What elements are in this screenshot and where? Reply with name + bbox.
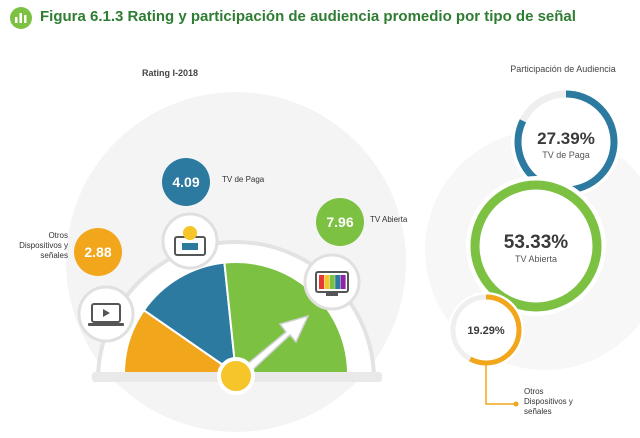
share-category-tv-abierta: TV Abierta: [515, 254, 557, 264]
satellite-tv-icon: [161, 212, 219, 270]
laptop-icon: [77, 285, 135, 343]
share-disc-tv-abierta: [466, 176, 606, 316]
share-arc-tv-abierta: [470, 180, 602, 312]
value-bubble-otros-dispositivos-y-senales: [74, 228, 122, 276]
share-value-otros-dispositivos-y-senales: 19.29%: [467, 325, 505, 337]
value-label-tv-abierta: 7.96: [326, 214, 353, 230]
share-category-otros-dispositivos-y-senales: Dispositivos y: [524, 397, 573, 406]
figure-title: Figura 6.1.3 Rating y participación de a…: [40, 8, 576, 25]
value-bubble-tv-abierta: [316, 198, 364, 246]
tv-test-pattern-icon: [303, 253, 361, 311]
share-category-otros-dispositivos-y-senales: señales: [524, 407, 552, 416]
chart-icon: [10, 7, 32, 29]
share-value-tv-abierta: 53.33%: [504, 232, 569, 253]
value-label-tv-de-paga: 4.09: [172, 174, 199, 190]
gauge-hub: [217, 357, 255, 395]
otros-connector-dot: [513, 401, 519, 407]
share-panel-title: Participación de Audiencia: [510, 64, 616, 74]
category-label-otros-dispositivos-y-senales: Dispositivos y: [19, 241, 68, 250]
share-category-otros-dispositivos-y-senales: Otros: [524, 387, 544, 396]
value-label-otros-dispositivos-y-senales: 2.88: [84, 244, 111, 260]
share-value-tv-de-paga: 27.39%: [537, 129, 595, 148]
otros-connector-line: [485, 363, 516, 405]
rating-panel-title: Rating I-2018: [142, 68, 198, 78]
share-disc-otros-dispositivos-y-senales: [448, 292, 524, 368]
gauge-segment-tv-de-paga: [142, 261, 238, 377]
share-category-tv-de-paga: TV de Paga: [542, 150, 590, 160]
share-disc-tv-de-paga: [511, 87, 621, 197]
value-bubble-tv-de-paga: [162, 158, 210, 206]
category-label-tv-abierta: TV Abierta: [370, 215, 408, 224]
category-label-tv-de-paga: TV de Paga: [222, 175, 265, 184]
category-label-otros-dispositivos-y-senales: señales: [40, 251, 68, 260]
category-label-otros-dispositivos-y-senales: Otros: [48, 231, 68, 240]
